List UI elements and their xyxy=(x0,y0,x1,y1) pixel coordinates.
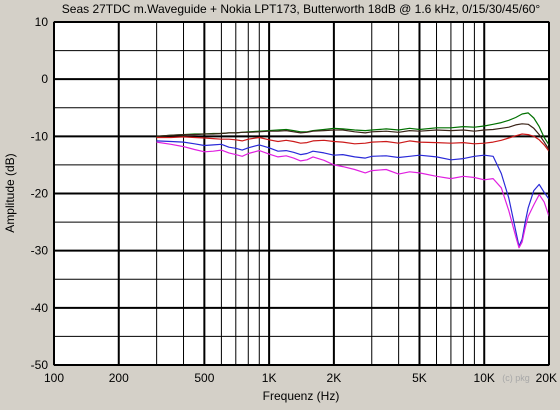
series-line-4 xyxy=(156,140,550,247)
x-tick-label: 10K xyxy=(474,371,495,385)
y-tick-label: -30 xyxy=(31,244,49,258)
y-axis-label: Amplitude (dB) xyxy=(3,153,17,232)
chart-title: Seas 27TDC m.Waveguide + Nokia LPT173, B… xyxy=(62,2,541,16)
y-tick-label: 0 xyxy=(41,72,48,86)
y-tick-label: -50 xyxy=(31,358,49,372)
x-tick-label: 20K xyxy=(536,371,557,385)
y-tick-label: 10 xyxy=(35,15,49,29)
series-line-2 xyxy=(156,123,550,150)
y-tick-label: -10 xyxy=(31,129,49,143)
x-tick-labels: 100 200 500 1K 2K 5K 10K 20K xyxy=(44,371,557,385)
watermark: (c) pkg xyxy=(502,373,530,383)
x-tick-label: 5K xyxy=(412,371,427,385)
y-tick-label: -20 xyxy=(31,187,49,201)
plot-frame xyxy=(53,21,550,366)
x-tick-label: 100 xyxy=(44,371,64,385)
x-axis-label: Frequenz (Hz) xyxy=(263,389,340,403)
series-line-3 xyxy=(156,133,550,152)
x-tick-label: 2K xyxy=(327,371,342,385)
y-tick-label: -40 xyxy=(31,301,49,315)
series-line-5 xyxy=(156,141,550,249)
x-tick-label: 500 xyxy=(194,371,214,385)
x-tick-label: 1K xyxy=(262,371,277,385)
series-layer xyxy=(156,112,550,249)
y-tick-labels: 10 0 -10 -20 -30 -40 -50 xyxy=(31,15,49,372)
x-tick-label: 200 xyxy=(109,371,129,385)
